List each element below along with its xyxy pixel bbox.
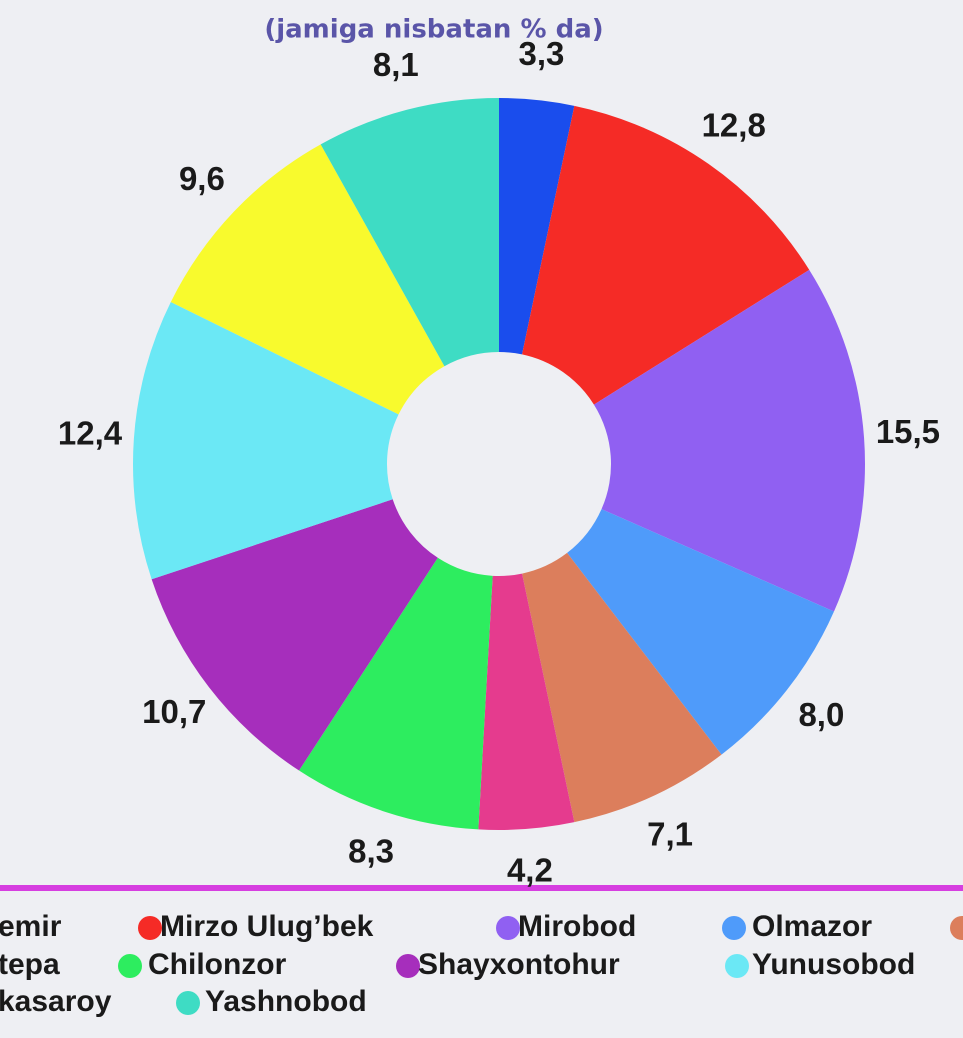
legend-label: emir [0, 910, 62, 943]
slice [170, 144, 445, 415]
data-label: 4,2 [507, 852, 553, 889]
data-label: 12,8 [702, 107, 766, 144]
legend-marker [950, 916, 963, 940]
legend-label: Mirzo Ulug’bek [160, 910, 374, 943]
slice [499, 98, 575, 355]
divider [0, 885, 963, 891]
legend-label: Chilonzor [148, 948, 287, 981]
data-label: 3,3 [518, 35, 564, 72]
legend-marker [118, 954, 142, 978]
data-label: 9,6 [179, 160, 225, 197]
slice [522, 552, 722, 823]
data-label: 8,0 [798, 696, 844, 733]
data-label: 8,1 [373, 46, 419, 83]
slice [478, 573, 575, 830]
slice [320, 98, 499, 367]
slice [593, 269, 865, 612]
legend-label: Olmazor [752, 910, 872, 943]
legend-label: kasaroy [0, 985, 112, 1018]
slice [299, 557, 493, 830]
slice [151, 499, 438, 771]
legend-label: Yashnobod [205, 985, 367, 1018]
legend-marker [176, 991, 200, 1015]
slice [522, 105, 810, 405]
legend-label: Yunusobod [752, 948, 915, 981]
legend-marker [722, 916, 746, 940]
slice [133, 301, 399, 580]
legend-marker [138, 916, 162, 940]
legend-label: tepa [0, 948, 60, 981]
legend-label: Shayxontohur [418, 948, 620, 981]
legend-marker [496, 916, 520, 940]
chart-title: (jamiga nisbatan % da) [264, 15, 603, 45]
data-label: 8,3 [348, 832, 394, 869]
legend-marker [725, 954, 749, 978]
data-label: 7,1 [647, 815, 693, 852]
legend-marker [396, 954, 420, 978]
data-label: 10,7 [142, 693, 206, 730]
data-label: 12,4 [58, 414, 123, 451]
legend-label: Mirobod [518, 910, 636, 943]
data-label: 15,5 [876, 413, 940, 450]
slice [567, 509, 834, 755]
